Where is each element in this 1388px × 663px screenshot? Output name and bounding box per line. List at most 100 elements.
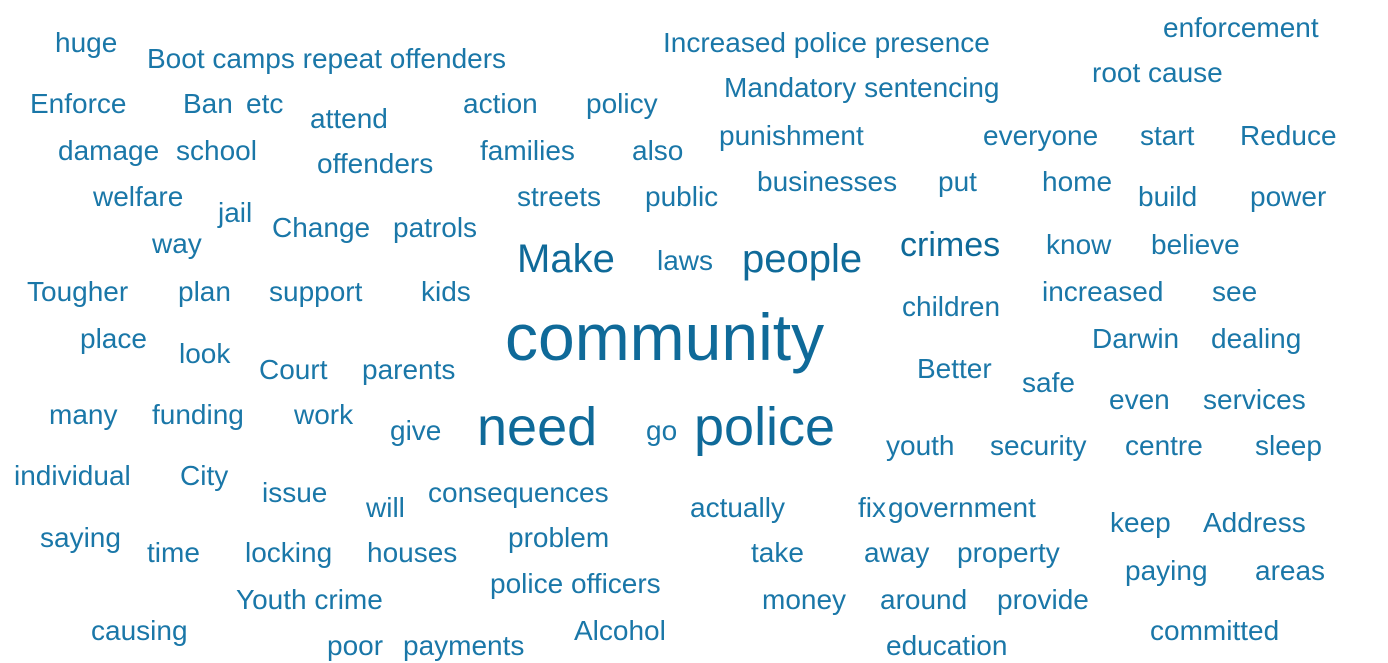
word: youth (886, 430, 955, 461)
word: poor (327, 630, 383, 661)
word: laws (657, 245, 713, 276)
word: keep (1110, 507, 1171, 538)
word: Better (917, 353, 992, 384)
word: sleep (1255, 430, 1322, 461)
word: know (1046, 229, 1112, 260)
word: go (646, 415, 677, 446)
word: security (990, 430, 1086, 461)
word: time (147, 537, 200, 568)
word: services (1203, 384, 1306, 415)
word: issue (262, 477, 327, 508)
word: houses (367, 537, 457, 568)
word: need (477, 397, 597, 457)
word: will (365, 492, 405, 523)
word: huge (55, 27, 117, 58)
word: Boot camps repeat offenders (147, 43, 506, 74)
word: streets (517, 181, 601, 212)
word: see (1212, 276, 1257, 307)
word: causing (91, 615, 188, 646)
word: increased (1042, 276, 1163, 307)
word: give (390, 415, 441, 446)
word: punishment (719, 120, 864, 151)
word: children (902, 291, 1000, 322)
word: place (80, 323, 147, 354)
word: even (1109, 384, 1170, 415)
word: committed (1150, 615, 1279, 646)
word: Increased police presence (663, 27, 990, 58)
word: dealing (1211, 323, 1301, 354)
word: fix (858, 492, 886, 523)
word: police (694, 397, 835, 457)
word: patrols (393, 212, 477, 243)
word: funding (152, 399, 244, 430)
word: around (880, 584, 967, 615)
word: enforcement (1163, 12, 1319, 43)
word: Ban (183, 88, 233, 119)
word: Change (272, 212, 370, 243)
word: actually (690, 492, 785, 523)
word: centre (1125, 430, 1203, 461)
word: plan (178, 276, 231, 307)
word: support (269, 276, 363, 307)
word: build (1138, 181, 1197, 212)
word: money (762, 584, 846, 615)
word: property (957, 537, 1060, 568)
word: community (505, 300, 824, 374)
word: school (176, 135, 257, 166)
word: power (1250, 181, 1326, 212)
word: education (886, 630, 1007, 661)
word: saying (40, 522, 121, 553)
word: Reduce (1240, 120, 1337, 151)
word: home (1042, 166, 1112, 197)
word: also (632, 135, 683, 166)
word: Tougher (27, 276, 128, 307)
word: Court (259, 354, 328, 385)
word: action (463, 88, 538, 119)
word: put (938, 166, 977, 197)
word: etc (246, 88, 283, 119)
word: safe (1022, 367, 1075, 398)
word: Enforce (30, 88, 127, 119)
word: locking (245, 537, 332, 568)
word: look (179, 338, 231, 369)
word: people (742, 237, 862, 281)
word: businesses (757, 166, 897, 197)
word: attend (310, 103, 388, 134)
word: damage (58, 135, 159, 166)
word: crimes (900, 226, 1000, 264)
word: police officers (490, 568, 661, 599)
word: work (293, 399, 354, 430)
word: parents (362, 354, 455, 385)
word: start (1140, 120, 1195, 151)
word: welfare (92, 181, 183, 212)
word: Alcohol (574, 615, 666, 646)
word: Address (1203, 507, 1306, 538)
word: many (49, 399, 117, 430)
word: Mandatory sentencing (724, 72, 1000, 103)
word: provide (997, 584, 1089, 615)
word: areas (1255, 555, 1325, 586)
word: paying (1125, 555, 1208, 586)
word: everyone (983, 120, 1098, 151)
word: way (151, 228, 202, 259)
word: Make (517, 237, 615, 281)
word: offenders (317, 148, 433, 179)
word: Darwin (1092, 323, 1179, 354)
word: individual (14, 460, 131, 491)
word: kids (421, 276, 471, 307)
word: public (645, 181, 718, 212)
word: policy (586, 88, 658, 119)
word: take (751, 537, 804, 568)
word: away (864, 537, 929, 568)
word: problem (508, 522, 609, 553)
word: families (480, 135, 575, 166)
word: government (888, 492, 1036, 523)
word: Youth crime (236, 584, 383, 615)
word: consequences (428, 477, 609, 508)
word: believe (1151, 229, 1240, 260)
word: payments (403, 630, 524, 661)
word: City (180, 460, 228, 491)
word: root cause (1092, 57, 1223, 88)
word: jail (217, 197, 252, 228)
